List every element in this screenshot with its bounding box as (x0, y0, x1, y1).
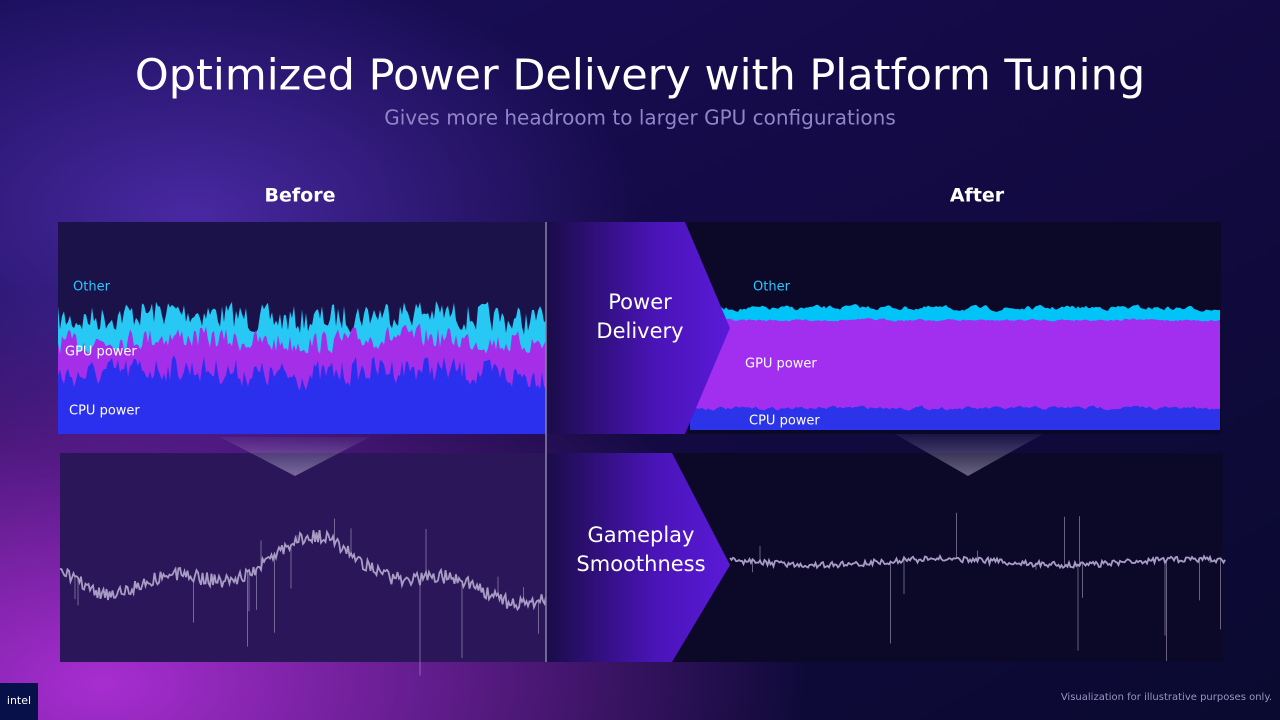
wave (59, 529, 547, 612)
power-area (690, 405, 1220, 430)
power-area (690, 318, 1220, 430)
area-labels: Other GPU power CPU power Other GPU powe… (65, 280, 820, 429)
arrow (546, 453, 730, 662)
slide-title: Optimized Power Delivery with Platform T… (135, 51, 1145, 101)
power-area (58, 355, 546, 434)
logo-box (0, 683, 38, 720)
arrow (546, 222, 730, 434)
area-label: Other (753, 280, 791, 295)
logo: intel (7, 694, 31, 707)
panel-heading: Before (265, 185, 336, 207)
wave (729, 554, 1226, 570)
footnote: Visualization for illustrative purposes … (1061, 692, 1272, 703)
area-label: GPU power (65, 345, 137, 360)
arrow-label: Delivery (596, 319, 683, 343)
arrow-label: Power (608, 290, 672, 314)
area-label: CPU power (69, 404, 140, 419)
area-label: CPU power (749, 414, 820, 429)
smoothness-panel (60, 453, 546, 662)
area-label: GPU power (745, 357, 817, 372)
arrow-label: Gameplay (588, 523, 695, 547)
slide-subtitle: Gives more headroom to larger GPU config… (384, 106, 896, 130)
shadow (895, 434, 1043, 476)
panel-heading: After (950, 185, 1005, 207)
arrow-label: Smoothness (576, 552, 705, 576)
shadow (220, 437, 370, 476)
area-label: Other (73, 280, 111, 295)
frame-waves (59, 512, 1226, 676)
power-areas (58, 301, 1220, 434)
